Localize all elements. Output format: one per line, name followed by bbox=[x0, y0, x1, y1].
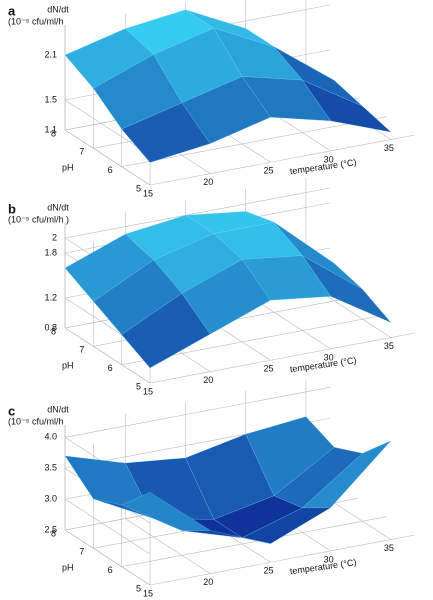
z-tick-label: 1.1 bbox=[44, 124, 57, 134]
surface-patch bbox=[121, 492, 211, 531]
x-grid-line bbox=[125, 518, 211, 574]
z-tick-label: 1.2 bbox=[44, 292, 57, 302]
z-grid-line bbox=[64, 327, 151, 384]
x-tick-label: 30 bbox=[324, 554, 334, 564]
y-grid-line bbox=[149, 332, 416, 384]
x-tick-label: 25 bbox=[263, 364, 273, 374]
x-tick-label: 35 bbox=[384, 143, 394, 153]
z-axis-label: dN/dt bbox=[47, 404, 69, 414]
x-tick-label: 15 bbox=[143, 188, 153, 198]
panel: 15 20 25 30 35 5 6 7 82.5 3.0 3.5 4.0 c dN/dt (10⁻⁵ cf… bbox=[8, 379, 416, 598]
x-tick-label: 25 bbox=[263, 566, 273, 576]
x-tick-label: 20 bbox=[203, 375, 213, 385]
x-tick-label: 35 bbox=[384, 341, 394, 351]
z-axis-label: dN/dt bbox=[47, 202, 69, 212]
y-axis-label: pH bbox=[62, 162, 74, 172]
z-tick-label: 1.8 bbox=[44, 247, 57, 257]
z-grid-line bbox=[64, 129, 151, 186]
y-grid-line bbox=[121, 116, 387, 167]
z-tick-label: 4.0 bbox=[44, 432, 57, 442]
y-tick-label: 8 bbox=[51, 326, 56, 336]
z-grid-line bbox=[64, 529, 151, 586]
y-axis-label: pH bbox=[62, 562, 74, 572]
z-tick-label: 2.5 bbox=[44, 524, 57, 534]
z-tick-label: 2.1 bbox=[44, 49, 57, 59]
x-tick-label: 15 bbox=[143, 588, 153, 598]
z-tick-label: 3.0 bbox=[44, 493, 57, 503]
y-tick-label: 6 bbox=[108, 363, 113, 373]
panel: 15 20 25 30 35 5 6 7 81.1 1.5 2.1 a dN/dt (10⁻⁵ cfu/m… bbox=[8, 0, 416, 198]
y-tick-label: 8 bbox=[51, 128, 56, 138]
y-tick-label: 5 bbox=[136, 583, 141, 593]
z-grid-line bbox=[64, 498, 151, 555]
y-grid-line bbox=[149, 134, 416, 186]
z-axis-label: dN/dt bbox=[47, 4, 69, 14]
y-tick-label: 6 bbox=[108, 565, 113, 575]
x-tick-label: 20 bbox=[203, 577, 213, 587]
surface-patch bbox=[121, 293, 211, 369]
panel-label: c bbox=[8, 403, 15, 418]
x-tick-label: 20 bbox=[203, 177, 213, 187]
z-grid-line bbox=[64, 387, 331, 438]
y-tick-label: 8 bbox=[51, 528, 56, 538]
surface-patch bbox=[121, 102, 211, 163]
z-axis-unit: (10⁻⁵ cfu/ml/h ) bbox=[8, 214, 69, 224]
y-tick-label: 5 bbox=[136, 183, 141, 193]
x-tick-label: 35 bbox=[384, 543, 394, 553]
z-grid-line bbox=[64, 187, 331, 239]
panel-label: a bbox=[8, 3, 16, 18]
y-grid-line bbox=[149, 534, 416, 586]
y-tick-label: 5 bbox=[136, 381, 141, 391]
z-tick-label: 3.5 bbox=[44, 463, 57, 473]
z-tick-label: 0.8 bbox=[44, 322, 57, 332]
y-tick-label: 7 bbox=[79, 147, 84, 157]
z-tick-label: 2 bbox=[52, 232, 57, 242]
y-tick-label: 7 bbox=[79, 345, 84, 355]
panel-label: b bbox=[8, 201, 16, 216]
y-tick-label: 6 bbox=[108, 165, 113, 175]
y-axis-label: pH bbox=[62, 360, 74, 370]
z-tick-label: 1.5 bbox=[44, 94, 57, 104]
z-axis-unit: (10⁻⁵ cfu/ml/h bbox=[8, 416, 64, 426]
x-tick-label: 30 bbox=[324, 154, 334, 164]
y-tick-label: 7 bbox=[79, 547, 84, 557]
y-grid-line bbox=[121, 516, 387, 567]
panel: 15 20 25 30 35 5 6 7 80.8 1.2 1.8 2 b dN/dt (10⁻⁵ cfu/… bbox=[8, 177, 416, 396]
x-tick-label: 15 bbox=[143, 386, 153, 396]
x-tick-label: 25 bbox=[263, 166, 273, 176]
z-axis-unit: (10⁻⁵ cfu/ml/h bbox=[8, 16, 64, 26]
x-tick-label: 30 bbox=[324, 352, 334, 362]
